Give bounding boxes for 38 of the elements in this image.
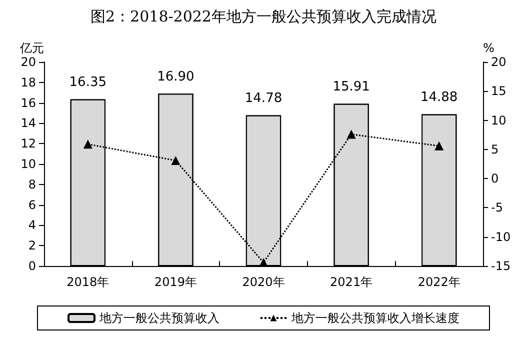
data-label: 16.90 (157, 70, 194, 85)
y2-tick-label: -10 (491, 230, 511, 244)
y-tick-label: 14 (20, 116, 36, 130)
y-tick-label: 4 (28, 218, 36, 232)
point (83, 140, 92, 149)
x-tick-label: 2019年 (154, 275, 197, 289)
y-tick-label: 16 (20, 96, 36, 110)
y-tick-label: 0 (28, 259, 36, 273)
chart-title: 图2：2018-2022年地方一般公共预算收入完成情况 (90, 8, 436, 26)
y-tick-label: 2 (28, 238, 36, 253)
data-label: 16.35 (69, 75, 107, 90)
legend-label: 地方一般公共预算收入增长速度 (290, 311, 460, 325)
y2-tick-label: 0 (491, 172, 499, 186)
y2-tick-label: 20 (491, 55, 506, 69)
y2-tick-label: 10 (491, 113, 506, 128)
y-tick-label: 18 (20, 75, 36, 90)
y-tick-label: 6 (28, 198, 36, 212)
y-tick-label: 20 (20, 55, 36, 69)
x-tick-label: 2018年 (66, 275, 110, 289)
data-label: 14.88 (420, 90, 458, 106)
legend-label: 地方一般公共预算收入 (98, 311, 220, 325)
x-tick-label: 2021年 (330, 275, 373, 289)
point (346, 130, 356, 139)
y2-axis-title: % (483, 41, 494, 55)
y2-tick-label: -15 (491, 259, 511, 273)
x-tick-label: 2020年 (242, 275, 285, 289)
x-tick-label: 2022年 (418, 275, 460, 289)
y2-tick-label: 15 (491, 84, 506, 98)
y-tick-label: 8 (28, 177, 36, 192)
point (434, 141, 444, 150)
y-axis-title: 亿元 (19, 41, 44, 55)
data-label: 14.78 (244, 91, 282, 106)
point (171, 156, 180, 166)
data-label: 15.91 (332, 80, 370, 95)
y-tick-label: 12 (20, 136, 36, 151)
y-tick-label: 10 (20, 157, 36, 171)
y2-tick-label: 5 (491, 142, 499, 156)
y2-tick-label: -5 (491, 200, 503, 215)
